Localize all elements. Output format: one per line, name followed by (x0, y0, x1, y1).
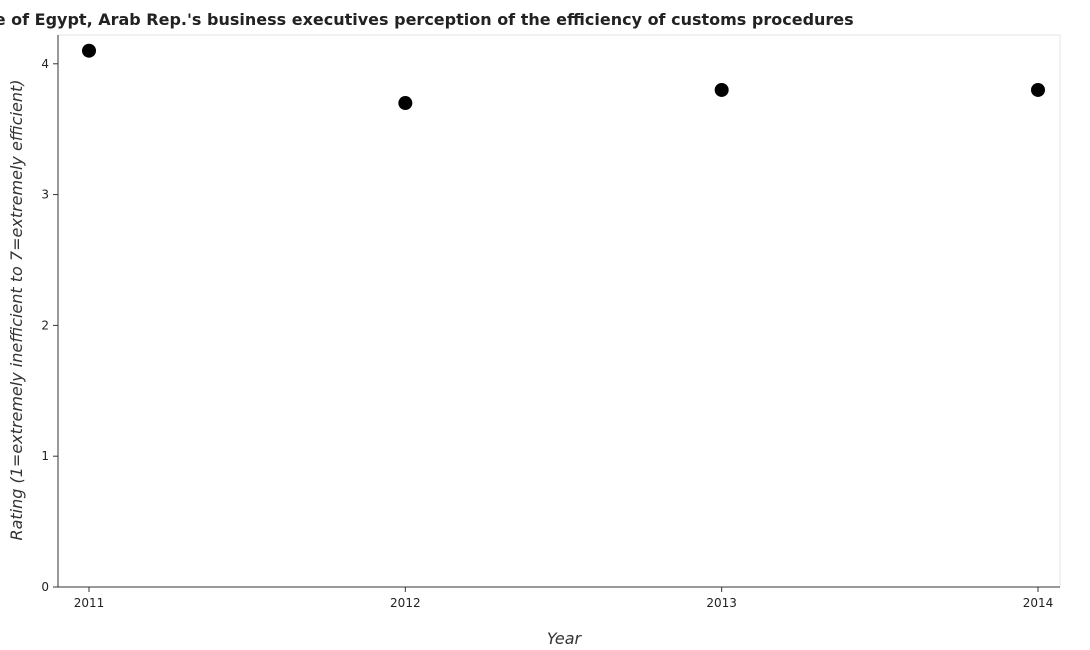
x-tick-label: 2011 (74, 596, 105, 610)
y-axis-label: Rating (1=extremely inefficient to 7=ext… (7, 79, 26, 540)
data-point (714, 82, 729, 97)
x-tick-label: 2012 (390, 596, 421, 610)
x-axis-label: Year (547, 629, 583, 648)
data-point (82, 43, 96, 58)
y-tick-label: 2 (41, 318, 49, 332)
y-tick-label: 4 (41, 57, 49, 71)
data-point (1031, 82, 1045, 97)
plot-frame (57, 34, 1061, 588)
y-tick-label: 1 (41, 449, 49, 463)
y-tick-label: 3 (41, 188, 49, 202)
plot-area: 0 1 2 3 4 2011 2012 2013 2014 (41, 34, 1061, 610)
y-tick-label: 0 (41, 580, 49, 594)
x-tick-label: 2014 (1023, 596, 1054, 610)
chart-title: Measure of Egypt, Arab Rep.'s business e… (0, 10, 854, 29)
x-tick-label: 2013 (706, 596, 737, 610)
data-point (398, 96, 413, 111)
